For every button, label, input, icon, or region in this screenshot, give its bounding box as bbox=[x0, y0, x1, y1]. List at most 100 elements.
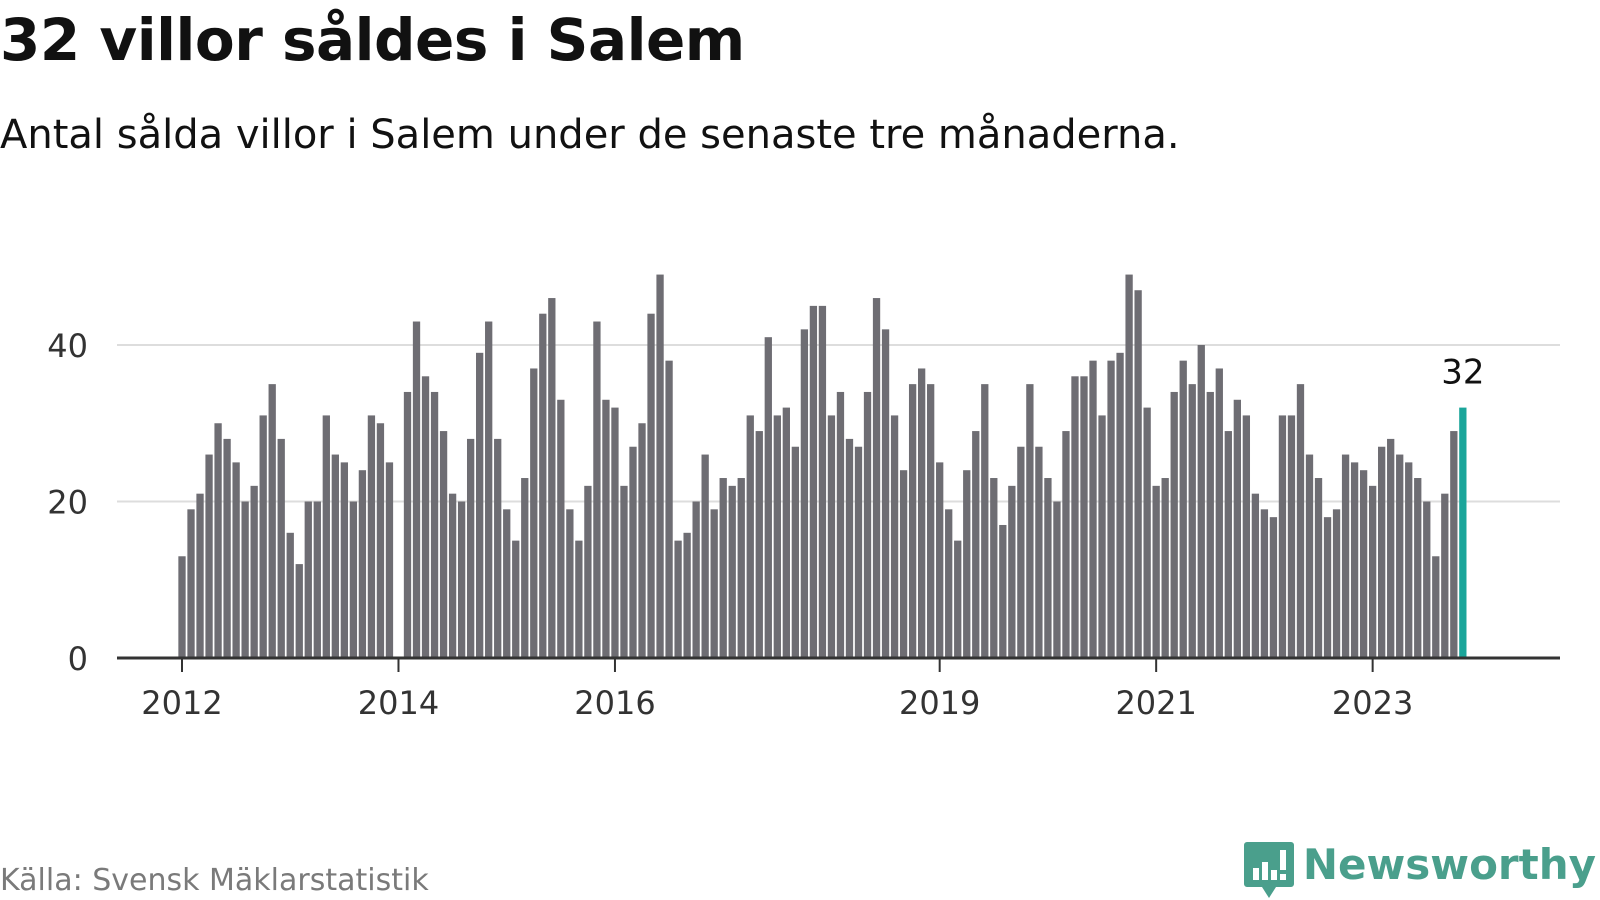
bar bbox=[954, 540, 962, 659]
bar bbox=[1062, 431, 1070, 658]
bar bbox=[349, 501, 358, 658]
bar bbox=[1396, 454, 1404, 658]
bar bbox=[854, 446, 863, 659]
bar bbox=[521, 478, 529, 658]
bar bbox=[1071, 376, 1079, 658]
bar bbox=[1269, 517, 1278, 658]
bar-chart: 0 20 40 2012 2014 2016 2019 2021 2023 32 bbox=[47, 274, 1560, 722]
bar bbox=[485, 321, 493, 658]
bar bbox=[1143, 407, 1151, 658]
bar bbox=[1323, 517, 1332, 658]
bar bbox=[1405, 462, 1413, 659]
bar bbox=[1161, 478, 1169, 658]
bar bbox=[972, 431, 980, 658]
bar bbox=[1098, 415, 1106, 658]
bar bbox=[809, 305, 818, 659]
bar bbox=[1197, 345, 1205, 658]
newsworthy-logo-icon bbox=[1243, 842, 1294, 898]
bar bbox=[1378, 446, 1386, 659]
bar bbox=[1188, 384, 1196, 659]
bar bbox=[692, 501, 700, 658]
bar bbox=[647, 313, 655, 658]
y-tick-label: 20 bbox=[47, 484, 88, 522]
bar bbox=[430, 391, 439, 658]
bar bbox=[539, 313, 547, 658]
newsworthy-logo: Newsworthy bbox=[1243, 840, 1596, 900]
bar bbox=[1107, 360, 1115, 658]
bar bbox=[476, 352, 484, 658]
bar bbox=[295, 564, 303, 658]
bar bbox=[286, 532, 294, 658]
bar bbox=[1224, 431, 1232, 658]
bar bbox=[755, 431, 763, 658]
bar bbox=[764, 337, 772, 658]
bar bbox=[575, 540, 583, 659]
bar bbox=[322, 415, 330, 658]
bar bbox=[232, 462, 240, 659]
bar bbox=[1152, 485, 1160, 658]
bar bbox=[936, 462, 944, 659]
bar bbox=[927, 384, 935, 659]
bar bbox=[1332, 509, 1341, 658]
bar bbox=[791, 446, 800, 659]
bar bbox=[890, 415, 899, 658]
bar bbox=[945, 509, 953, 658]
bar bbox=[448, 493, 457, 658]
bar bbox=[367, 415, 376, 658]
bar bbox=[593, 321, 601, 658]
bar bbox=[1314, 478, 1323, 658]
bar bbox=[214, 423, 222, 658]
bar bbox=[1179, 360, 1187, 658]
bar bbox=[584, 485, 592, 658]
bar bbox=[1026, 384, 1034, 659]
bar bbox=[494, 438, 502, 658]
bar bbox=[665, 360, 673, 658]
bar bbox=[1414, 478, 1422, 658]
bar bbox=[1341, 454, 1350, 658]
bar bbox=[340, 462, 349, 659]
bar-highlight bbox=[1459, 407, 1467, 658]
bar bbox=[304, 501, 312, 658]
bar bbox=[259, 415, 267, 658]
bar bbox=[1450, 431, 1458, 658]
bar bbox=[223, 438, 231, 658]
bar bbox=[836, 391, 845, 658]
bar bbox=[1125, 274, 1133, 658]
bar bbox=[457, 501, 466, 658]
bar bbox=[800, 329, 809, 658]
y-tick-label: 0 bbox=[68, 640, 88, 678]
source-note: Källa: Svensk Mäklarstatistik bbox=[0, 863, 429, 898]
bar bbox=[683, 532, 691, 658]
bar bbox=[1441, 493, 1449, 658]
bar bbox=[1035, 446, 1043, 659]
bar bbox=[412, 321, 421, 658]
bar bbox=[268, 384, 276, 659]
bar bbox=[981, 384, 989, 659]
bar bbox=[963, 470, 971, 658]
bar bbox=[827, 415, 836, 658]
bar bbox=[863, 391, 872, 658]
bar bbox=[999, 524, 1007, 659]
bar bbox=[1170, 391, 1178, 658]
bar bbox=[710, 509, 718, 658]
bar bbox=[602, 399, 610, 658]
logo-text: Newsworthy bbox=[1302, 840, 1596, 889]
bar bbox=[358, 470, 367, 658]
bar bbox=[1116, 352, 1124, 658]
bar bbox=[421, 376, 430, 658]
bar bbox=[385, 462, 394, 659]
bar bbox=[1432, 556, 1440, 658]
bar bbox=[1296, 384, 1305, 659]
bar bbox=[566, 509, 574, 658]
bar bbox=[277, 438, 285, 658]
bar bbox=[1008, 485, 1016, 658]
bar bbox=[1359, 470, 1368, 658]
bar bbox=[1017, 446, 1025, 659]
bar bbox=[773, 415, 781, 658]
bar bbox=[241, 501, 249, 658]
bar bbox=[1287, 415, 1296, 658]
x-tick-label: 2023 bbox=[1332, 684, 1413, 722]
bar bbox=[205, 454, 213, 658]
bar bbox=[638, 423, 646, 658]
bar bbox=[1387, 438, 1395, 658]
